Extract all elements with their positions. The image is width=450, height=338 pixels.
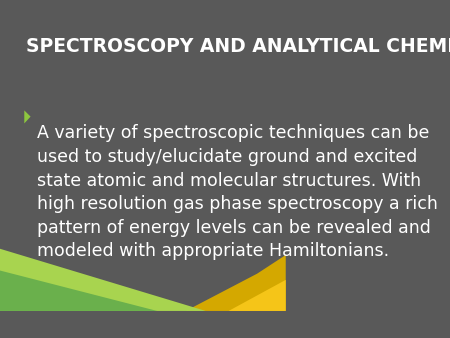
- Polygon shape: [24, 111, 31, 123]
- Text: SPECTROSCOPY AND ANALYTICAL CHEMISTRY: SPECTROSCOPY AND ANALYTICAL CHEMISTRY: [26, 37, 450, 56]
- Polygon shape: [186, 255, 286, 311]
- Polygon shape: [0, 249, 206, 311]
- Polygon shape: [129, 280, 286, 311]
- Text: A variety of spectroscopic techniques can be used to study/elucidate ground and : A variety of spectroscopic techniques ca…: [37, 124, 438, 260]
- Polygon shape: [0, 270, 157, 311]
